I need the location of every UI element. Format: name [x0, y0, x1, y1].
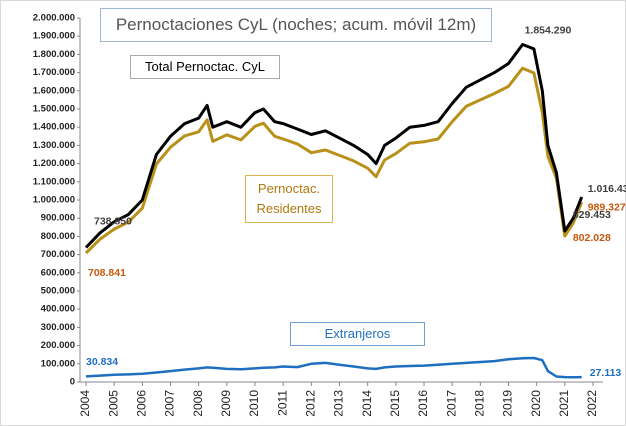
legend-extranjeros: Extranjeros — [290, 322, 425, 346]
x-tick-label: 2011 — [275, 390, 289, 416]
x-tick-label: 2005 — [106, 390, 120, 417]
y-tick-label: 1.500.000 — [33, 104, 75, 115]
y-tick-label: 900.000 — [41, 213, 75, 224]
x-tick-label: 2015 — [388, 390, 402, 417]
x-tick-label: 2012 — [304, 390, 318, 417]
series-line — [85, 356, 582, 379]
data-label: 1.016.437 — [588, 183, 626, 195]
series-line — [84, 66, 584, 255]
y-tick-label: 100.000 — [41, 358, 75, 369]
y-tick-label: 700.000 — [41, 249, 75, 260]
x-tick-label: 2022 — [585, 390, 599, 417]
data-label: 989.327 — [588, 202, 626, 214]
x-tick-label: 2018 — [473, 390, 487, 417]
y-tick-label: 1.700.000 — [33, 67, 75, 78]
y-tick-label: 1.100.000 — [33, 176, 75, 187]
y-tick-label: 1.400.000 — [33, 122, 75, 133]
series-line — [84, 43, 584, 249]
data-label: 27.113 — [590, 367, 622, 379]
x-tick-label: 2021 — [557, 390, 571, 417]
y-tick-label: 300.000 — [41, 322, 75, 333]
data-label: 30.834 — [86, 356, 118, 368]
x-tick-label: 2006 — [135, 390, 149, 417]
x-tick-label: 2010 — [247, 390, 261, 417]
y-tick-label: 1.600.000 — [33, 85, 75, 96]
y-tick-label: 1.300.000 — [33, 140, 75, 151]
x-tick-label: 2007 — [163, 390, 177, 417]
y-tick-label: 1.200.000 — [33, 158, 75, 169]
y-tick-label: 600.000 — [41, 267, 75, 278]
y-tick-label: 800.000 — [41, 231, 75, 242]
y-tick-label: 400.000 — [41, 304, 75, 315]
chart-title: Pernoctaciones CyL (noches; acum. móvil … — [100, 8, 492, 42]
y-tick-label: 1.800.000 — [33, 49, 75, 60]
x-tick-label: 2016 — [416, 390, 430, 417]
legend-residentes: Pernoctac. Residentes — [245, 175, 333, 223]
data-label: 708.841 — [88, 267, 126, 279]
x-tick-label: 2014 — [360, 390, 374, 417]
y-tick-label: 1.900.000 — [33, 31, 75, 42]
y-tick-label: 2.000.000 — [33, 13, 75, 24]
y-tick-label: 200.000 — [41, 340, 75, 351]
data-label: 738.850 — [94, 215, 132, 227]
x-tick-label: 2004 — [78, 390, 92, 417]
legend-total: Total Pernoctac. CyL — [130, 55, 280, 79]
data-label: 1.854.290 — [525, 24, 572, 36]
x-tick-label: 2008 — [191, 390, 205, 417]
x-tick-label: 2013 — [332, 390, 346, 417]
data-label: 829.453 — [573, 209, 611, 221]
data-label: 802.028 — [573, 232, 611, 244]
x-tick-label: 2020 — [529, 390, 543, 417]
x-tick-label: 2009 — [219, 390, 233, 417]
y-tick-label: 1.000.000 — [33, 195, 75, 206]
x-tick-label: 2017 — [444, 390, 458, 417]
y-tick-label: 500.000 — [41, 286, 75, 297]
x-tick-label: 2019 — [501, 390, 515, 417]
y-tick-label: 0 — [70, 377, 75, 388]
